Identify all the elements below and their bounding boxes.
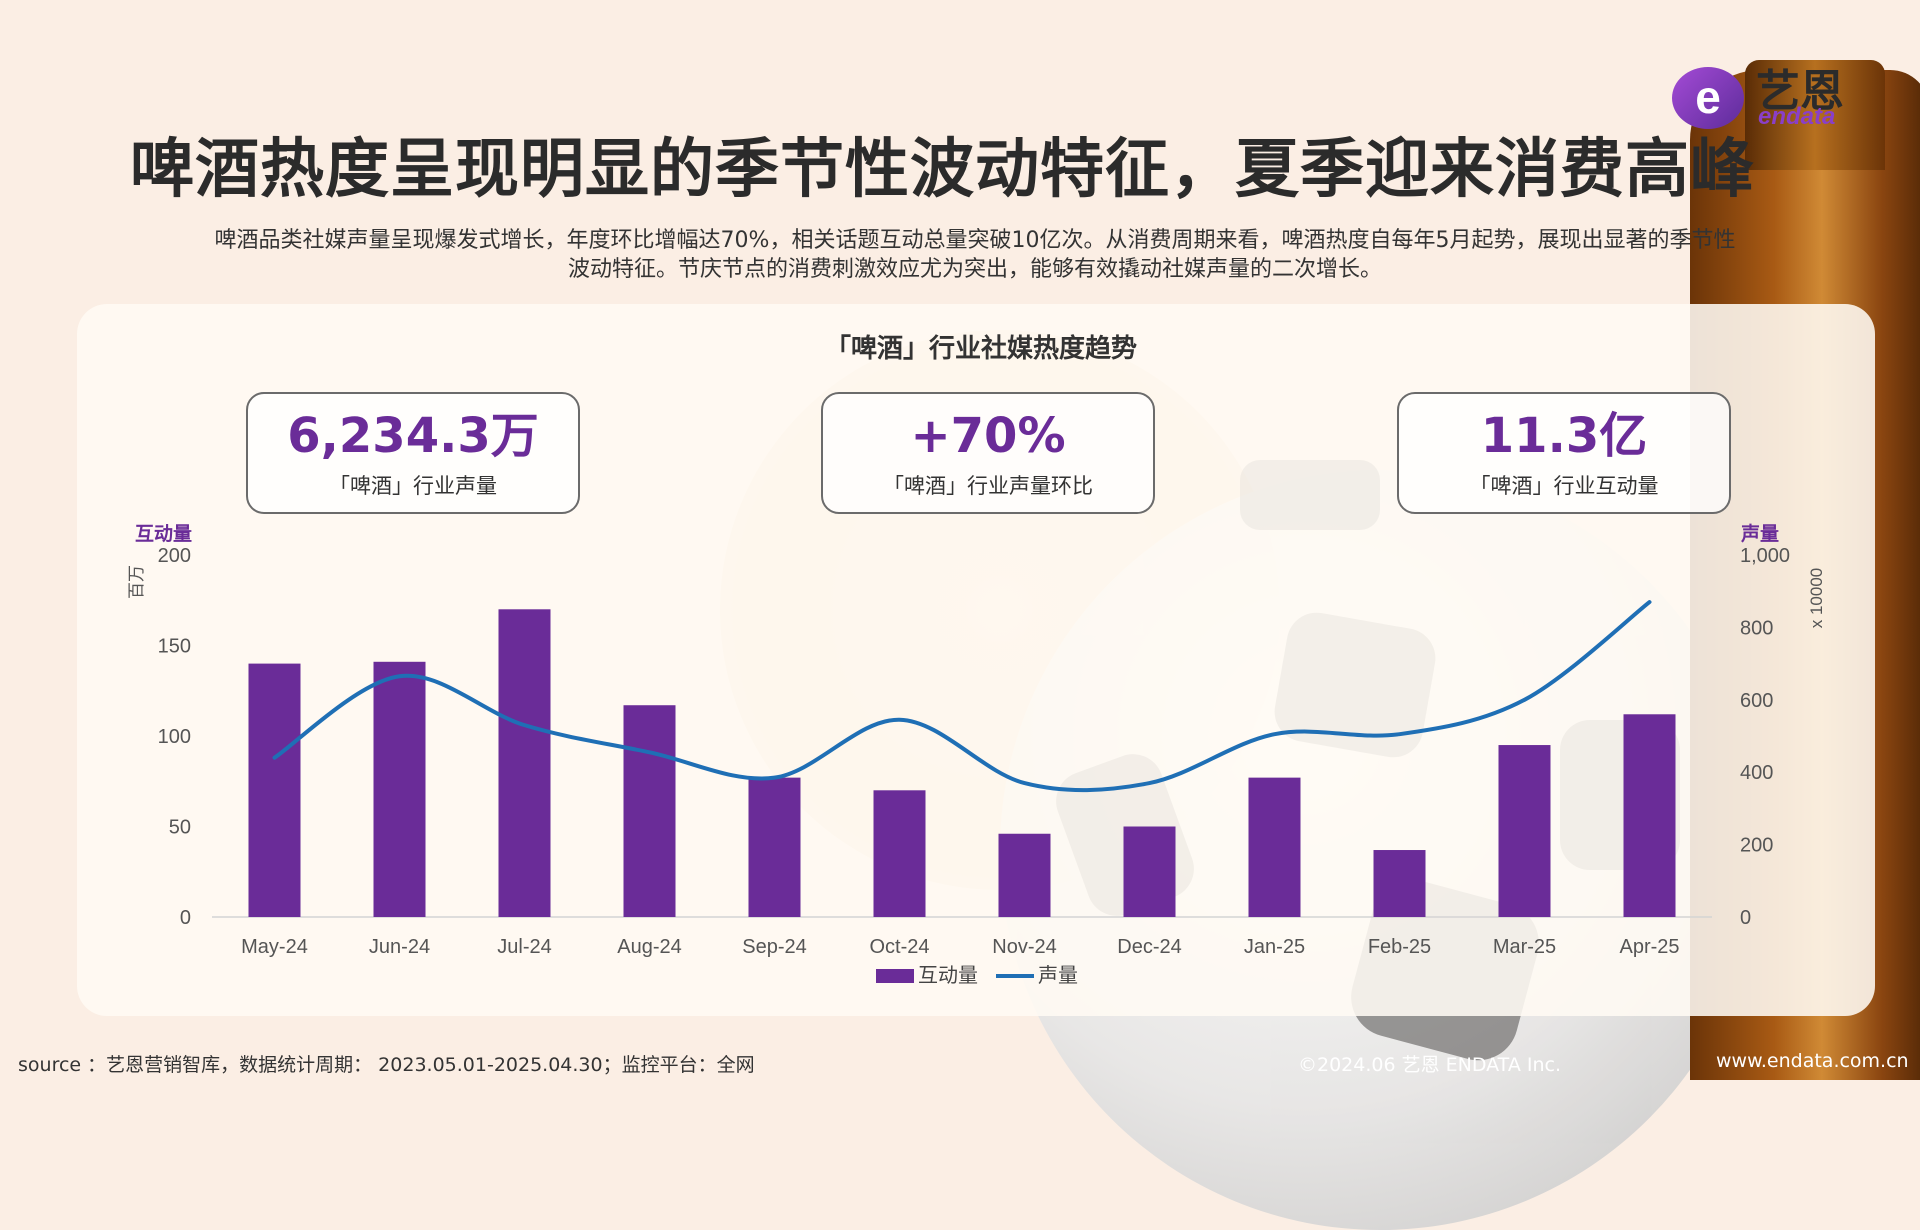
logo-mark-icon: e — [1672, 67, 1744, 129]
y-left-tick-label: 200 — [158, 545, 191, 567]
brand-logo: e 艺恩 endata — [1672, 55, 1862, 135]
y-right-tick-label: 0 — [1740, 907, 1751, 929]
y-right-tick-label: 400 — [1740, 762, 1773, 784]
y-left-title: 互动量 — [135, 523, 192, 545]
legend-label-volume: 声量 — [1038, 963, 1078, 987]
footer-copyright: ©2024.06 艺恩 ENDATA Inc. — [1298, 1054, 1561, 1076]
kpi-label: 「啤酒」行业声量环比 — [883, 474, 1093, 498]
x-tick-label: Nov-24 — [992, 936, 1056, 958]
bar-interaction — [498, 609, 551, 917]
x-tick-label: Mar-25 — [1493, 936, 1556, 958]
subtitle-line-1: 啤酒品类社媒声量呈现爆发式增长，年度环比增幅达70%，相关话题互动总量突破10亿… — [214, 228, 1736, 253]
chart-title: 「啤酒」行业社媒热度趋势 — [824, 334, 1137, 364]
x-tick-label: Feb-25 — [1368, 936, 1431, 958]
kpi-card-volume: 6,234.3万 「啤酒」行业声量 — [246, 392, 580, 514]
y-right-tick-label: 1,000 — [1740, 545, 1790, 567]
legend-label-interaction: 互动量 — [918, 963, 978, 987]
kpi-value: 6,234.3万 — [287, 408, 539, 464]
kpi-card-growth: +70% 「啤酒」行业声量环比 — [821, 392, 1155, 514]
bar-interaction — [373, 661, 426, 917]
x-tick-label: Aug-24 — [617, 936, 682, 958]
x-tick-label: May-24 — [241, 936, 308, 958]
y-left-tick-label: 0 — [180, 907, 191, 929]
y-right-tick-label: 800 — [1740, 617, 1773, 639]
page-subtitle: 啤酒品类社媒声量呈现爆发式增长，年度环比增幅达70%，相关话题互动总量突破10亿… — [150, 226, 1800, 284]
logo-name-en: endata — [1758, 103, 1836, 130]
combo-chart: May-24 Jun-24 Jul-24 Aug-24 Sep-24 Oct-24 Nov-… — [127, 522, 1826, 987]
page-title: 啤酒热度呈现明显的季节性波动特征，夏季迎来消费高峰 — [130, 133, 1755, 207]
y-right-unit: x 10000 — [1807, 568, 1826, 629]
x-tick-label: Dec-24 — [1117, 936, 1181, 958]
bar-interaction — [248, 663, 301, 917]
logo-name-cn: 艺恩 — [1756, 66, 1844, 117]
y-right-tick-label: 600 — [1740, 690, 1773, 712]
x-tick-label: Oct-24 — [869, 936, 929, 958]
x-tick-label: Jan-25 — [1244, 936, 1305, 958]
x-tick-label: Jul-24 — [497, 936, 551, 958]
bar-interaction — [1498, 745, 1551, 917]
bar-interaction — [1248, 777, 1301, 917]
bar-interaction — [748, 777, 801, 917]
bar-interaction — [1123, 826, 1176, 917]
y-left-tick-label: 150 — [158, 636, 191, 658]
bar-interaction — [1623, 714, 1676, 917]
bar-interaction — [998, 833, 1051, 917]
y-left-unit: 百万 — [127, 565, 147, 599]
beer-bottle-neck — [1745, 60, 1885, 170]
kpi-value: 11.3亿 — [1480, 408, 1648, 464]
kpi-label: 「啤酒」行业声量 — [329, 474, 497, 498]
kpi-label: 「啤酒」行业互动量 — [1469, 474, 1659, 498]
y-right-title: 声量 — [1740, 522, 1779, 545]
legend-swatch-interaction — [876, 969, 914, 983]
footer-url[interactable]: www.endata.com.cn — [1716, 1050, 1909, 1072]
x-tick-label: Apr-25 — [1619, 936, 1679, 958]
kpi-card-interactions: 11.3亿 「啤酒」行业互动量 — [1397, 392, 1731, 514]
kpi-value: +70% — [910, 408, 1066, 464]
line-volume — [272, 600, 1652, 793]
y-left-tick-label: 100 — [158, 726, 191, 748]
bar-interaction — [1373, 850, 1426, 917]
y-left-tick-label: 50 — [169, 817, 191, 839]
x-tick-label: Sep-24 — [742, 936, 807, 958]
x-tick-label: Jun-24 — [369, 936, 430, 958]
subtitle-line-2: 波动特征。节庆节点的消费刺激效应尤为突出，能够有效撬动社媒声量的二次增长。 — [567, 257, 1382, 282]
bar-interaction — [623, 705, 676, 917]
bar-interaction — [873, 790, 926, 917]
footer-source: source ：艺恩营销智库，数据统计周期： 2023.05.01-2025.0… — [18, 1054, 755, 1076]
y-right-tick-label: 200 — [1740, 835, 1773, 857]
